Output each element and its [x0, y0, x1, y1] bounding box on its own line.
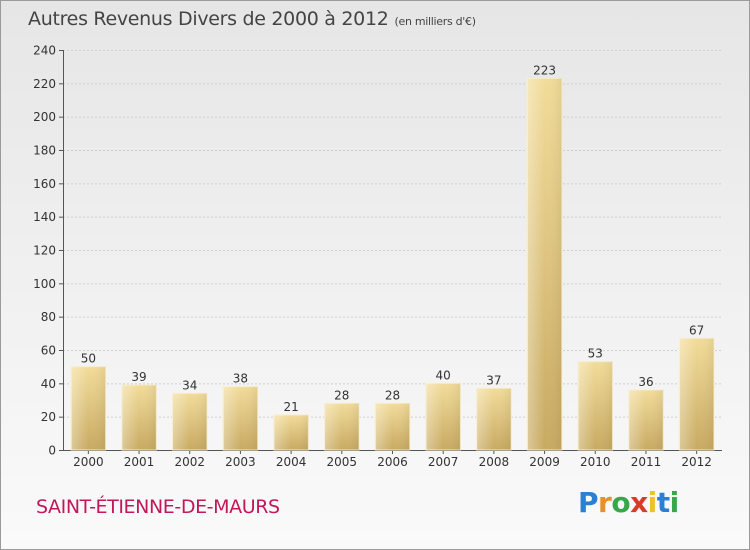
x-tick-label: 2011 — [631, 455, 662, 469]
y-tick-label: 220 — [33, 77, 56, 91]
y-tick-label: 60 — [41, 344, 56, 358]
data-label: 28 — [334, 388, 349, 402]
x-tick-label: 2004 — [276, 455, 307, 469]
data-label: 21 — [283, 400, 298, 414]
grid-lines — [63, 50, 722, 418]
x-tick-label: 2008 — [479, 455, 510, 469]
y-tick-label: 240 — [33, 44, 56, 58]
data-label: 28 — [385, 388, 400, 402]
y-tick-label: 160 — [33, 177, 56, 191]
data-label: 37 — [486, 373, 501, 387]
x-tick-label: 2007 — [428, 455, 459, 469]
logo-letter: t — [656, 486, 670, 519]
logo-letter: o — [611, 486, 631, 519]
unit-note: (en milliers d'€) — [394, 15, 476, 28]
data-label: 50 — [81, 352, 96, 366]
y-tick-label: 180 — [33, 144, 56, 158]
bar-highlight — [223, 386, 258, 450]
data-label: 39 — [131, 370, 146, 384]
y-tick-label: 20 — [41, 410, 56, 424]
x-tick-label: 2009 — [529, 455, 560, 469]
logo-letter: i — [669, 486, 680, 519]
data-label: 36 — [638, 375, 653, 389]
x-tick-label: 2005 — [327, 455, 358, 469]
logo-letter: i — [647, 486, 658, 519]
y-tick-label: 80 — [41, 310, 56, 324]
x-tick-label: 2001 — [124, 455, 155, 469]
x-tick-label: 2012 — [681, 455, 712, 469]
bar-highlight — [679, 338, 714, 450]
chart-title-text: Autres Revenus Divers de 2000 à 2012 — [28, 8, 389, 30]
logo-letter: x — [630, 486, 648, 519]
bar-highlight — [375, 403, 410, 450]
bar-highlight — [121, 385, 157, 450]
data-label: 34 — [182, 378, 197, 392]
bar-highlight — [476, 388, 512, 450]
proxiti-logo: Proxiti — [578, 489, 679, 517]
chart-title: Autres Revenus Divers de 2000 à 2012 (en … — [28, 8, 476, 30]
logo-letter: r — [598, 486, 612, 519]
bar-highlight — [324, 403, 360, 450]
x-tick-label: 2002 — [174, 455, 205, 469]
data-label: 223 — [533, 63, 556, 77]
bar-highlight — [527, 78, 562, 450]
logo-letter: P — [578, 486, 599, 519]
data-label: 38 — [233, 372, 248, 386]
bar-highlight — [71, 366, 106, 450]
bar-highlight — [578, 361, 613, 450]
data-label: 67 — [689, 323, 704, 337]
bar-highlight — [425, 383, 461, 450]
data-label: 40 — [436, 368, 451, 382]
location-name: SAINT-ÉTIENNE-DE-MAURS — [36, 496, 280, 518]
bar-highlight — [273, 415, 309, 450]
bar-highlight — [172, 393, 207, 450]
x-tick-label: 2010 — [580, 455, 611, 469]
y-tick-label: 100 — [33, 277, 56, 291]
y-tick-label: 120 — [33, 244, 56, 258]
x-tick-label: 2000 — [73, 455, 104, 469]
y-tick-label: 140 — [33, 210, 56, 224]
data-labels: 50 39 34 38 21 28 28 40 37 223 53 36 67 — [81, 63, 705, 414]
y-tick-label: 40 — [41, 377, 56, 391]
y-tick-label: 0 — [48, 444, 56, 458]
x-tick-label: 2003 — [225, 455, 256, 469]
bars — [70, 77, 715, 451]
axes: 0 20 40 60 80 100 120 140 160 180 200 220 240 2000 200… — [33, 44, 722, 469]
x-tick-label: 2006 — [377, 455, 408, 469]
bar-highlight — [628, 390, 664, 450]
y-tick-label: 200 — [33, 110, 56, 124]
data-label: 53 — [588, 347, 603, 361]
